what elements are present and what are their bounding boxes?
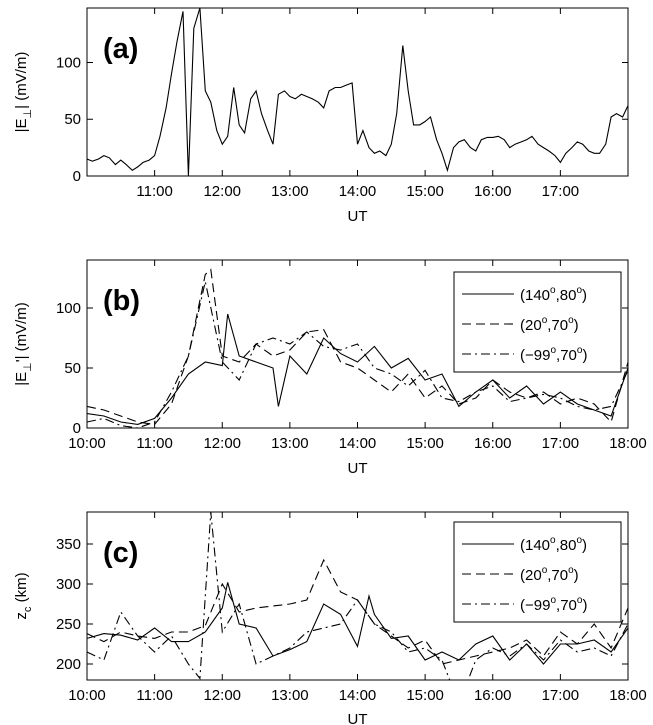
panel-label: (b) (103, 285, 140, 317)
x-axis-label: UT (348, 460, 368, 477)
x-tick-label: 10:00 (68, 435, 106, 452)
legend-label: (−99o,70o) (520, 345, 587, 364)
x-tick-label: 15:00 (406, 183, 444, 200)
legend: (140o,80o) (20o,70o) (−99o,70o) (453, 271, 622, 373)
x-axis-label: UT (348, 208, 368, 225)
x-tick-label: 10:00 (68, 687, 106, 704)
x-tick-label: 14:00 (339, 435, 377, 452)
panel-label: (a) (103, 33, 138, 65)
x-tick-label: 15:00 (406, 687, 444, 704)
series-line-3 (87, 281, 628, 428)
legend-label: (140o,80o) (520, 535, 587, 554)
x-tick-label: 12:00 (203, 435, 241, 452)
y-tick-label: 50 (64, 111, 81, 128)
y-tick-label: 50 (64, 360, 81, 377)
y-tick-label: 100 (56, 54, 81, 71)
legend-label: (20o,70o) (520, 565, 579, 584)
y-tick-label: 200 (56, 656, 81, 673)
legend-label: (20o,70o) (520, 315, 579, 334)
x-tick-label: 15:00 (406, 435, 444, 452)
series-line-1 (87, 582, 628, 665)
y-tick-label: 0 (73, 168, 81, 185)
series-line-2 (87, 268, 628, 425)
x-tick-label: 11:00 (136, 687, 172, 704)
x-tick-label: 17:00 (542, 183, 580, 200)
y-tick-label: 250 (56, 616, 81, 633)
x-tick-label: 11:00 (136, 435, 172, 452)
panel-a: 11:00 12:00 13:00 14:00 15:00 16:00 17:00 0 50 10… (13, 7, 629, 225)
legend: (140o,80o) (20o,70o) (−99o,70o) (453, 521, 622, 623)
y-axis-label: |E⊥| (mV/m) (13, 52, 34, 133)
x-axis-label: UT (348, 711, 368, 725)
y-tick-label: 350 (56, 536, 81, 553)
panel-label: (c) (103, 537, 138, 569)
x-tick-label: 16:00 (474, 435, 512, 452)
y-tick-label: 100 (56, 300, 81, 317)
series-line-1 (87, 8, 628, 176)
x-tick-label: 13:00 (271, 435, 309, 452)
y-tick-label: 0 (73, 420, 81, 437)
x-tick-label: 16:00 (474, 183, 512, 200)
x-tick-label: 17:00 (542, 435, 580, 452)
x-tick-label: 12:00 (203, 183, 241, 200)
legend-label: (140o,80o) (520, 285, 587, 304)
x-tick-label: 14:00 (339, 687, 377, 704)
x-tick-label: 18:00 (609, 435, 647, 452)
x-tick-label: 17:00 (542, 687, 580, 704)
x-tick-label: 14:00 (339, 183, 377, 200)
x-tick-label: 13:00 (271, 687, 309, 704)
legend-box (453, 521, 622, 623)
x-tick-label: 12:00 (203, 687, 241, 704)
x-tick-label: 11:00 (136, 183, 172, 200)
y-axis-label: |E⊥'| (mV/m) (13, 302, 34, 386)
panel-c: 10:00 11:00 12:00 13:00 14:00 15:00 16:00 17:00… (13, 511, 647, 725)
y-tick-label: 300 (56, 576, 81, 593)
legend-box (453, 271, 622, 373)
series-line-2 (87, 558, 628, 665)
legend-label: (−99o,70o) (520, 595, 587, 614)
series-line-3 (87, 512, 628, 680)
panel-b: 10:00 11:00 12:00 13:00 14:00 15:00 16:00 17:00… (13, 259, 647, 477)
series-line-1 (87, 313, 628, 425)
x-tick-label: 13:00 (271, 183, 309, 200)
x-tick-label: 16:00 (474, 687, 512, 704)
y-axis-label: zc (km) (13, 572, 34, 619)
x-tick-label: 18:00 (609, 687, 647, 704)
